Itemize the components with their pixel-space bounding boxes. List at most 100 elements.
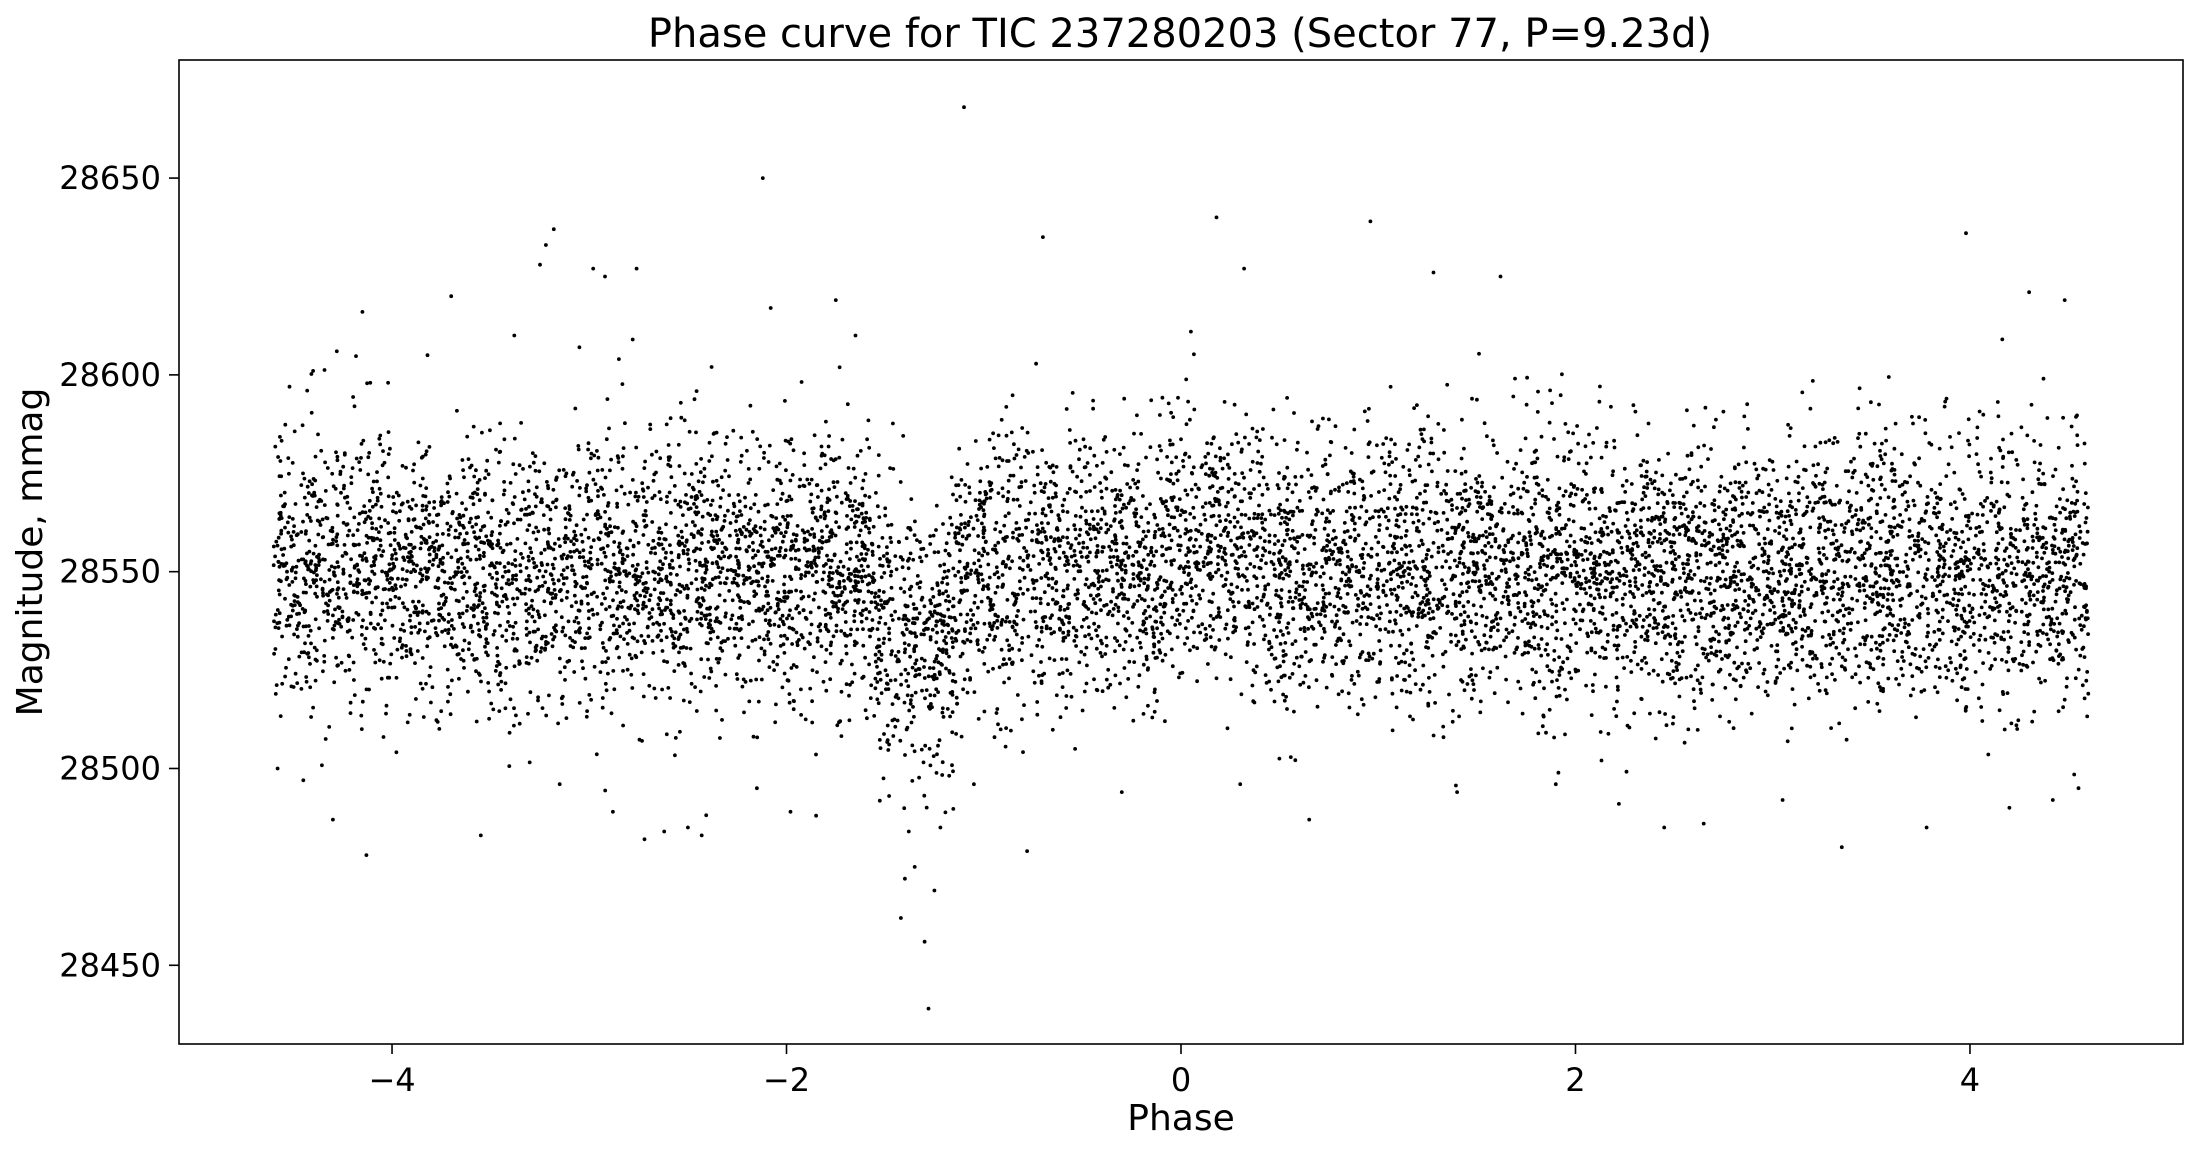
data-point — [1884, 438, 1888, 443]
data-point — [1048, 562, 1053, 566]
data-point — [1732, 465, 1737, 470]
data-point — [1678, 608, 1683, 613]
data-point — [1337, 485, 1341, 490]
data-point — [1025, 849, 1029, 853]
data-point — [1993, 596, 1997, 601]
data-point — [1121, 445, 1126, 450]
data-point — [1301, 579, 1306, 584]
data-point — [1956, 598, 1961, 603]
data-point — [486, 653, 490, 658]
data-point — [1536, 389, 1540, 394]
data-point — [976, 577, 981, 582]
data-point — [2022, 519, 2027, 523]
data-point — [1156, 470, 1160, 475]
data-point — [1778, 671, 1783, 675]
data-point — [1482, 563, 1486, 568]
data-point — [1287, 675, 1292, 680]
data-point — [1396, 584, 1401, 589]
data-point — [840, 607, 845, 611]
data-point — [638, 593, 643, 598]
data-point — [1208, 624, 1212, 628]
data-point — [728, 533, 732, 538]
data-point — [1954, 607, 1958, 612]
data-point — [2002, 505, 2007, 510]
data-point — [1425, 640, 1429, 644]
data-point — [603, 596, 607, 601]
data-point — [1046, 547, 1050, 552]
data-point — [496, 460, 501, 465]
data-point — [1721, 569, 1725, 574]
data-point — [279, 562, 284, 566]
data-point — [360, 588, 365, 593]
data-point — [1010, 393, 1015, 398]
data-point — [1655, 501, 1660, 506]
data-point — [911, 602, 916, 606]
data-point — [1614, 611, 1619, 615]
data-point — [1533, 497, 1538, 502]
data-point — [1714, 606, 1719, 611]
data-point — [647, 611, 652, 615]
data-point — [1953, 591, 1958, 596]
data-point — [1687, 467, 1692, 472]
data-point — [524, 661, 529, 665]
data-point — [1344, 481, 1349, 485]
data-point — [840, 590, 845, 594]
data-point — [692, 502, 696, 506]
data-point — [444, 596, 448, 600]
data-point — [1604, 444, 1609, 449]
data-point — [1307, 817, 1312, 822]
data-point — [1538, 561, 1542, 566]
data-point — [1683, 586, 1688, 590]
data-point — [533, 492, 537, 496]
data-point — [1917, 415, 1921, 420]
data-point — [965, 668, 970, 673]
data-point — [1689, 482, 1693, 487]
data-point — [2039, 482, 2044, 487]
data-point — [2045, 416, 2050, 420]
data-point — [1116, 605, 1121, 610]
data-point — [1198, 596, 1203, 601]
data-point — [1589, 522, 1594, 526]
data-point — [557, 589, 562, 594]
data-point — [2040, 545, 2045, 550]
data-point — [1338, 562, 1342, 567]
data-point — [495, 594, 499, 598]
data-point — [665, 494, 669, 499]
data-point — [1348, 643, 1353, 648]
data-point — [584, 486, 588, 491]
data-point — [473, 582, 477, 587]
data-point — [472, 589, 477, 594]
data-point — [1007, 676, 1011, 681]
data-point — [1474, 495, 1479, 499]
data-point — [1670, 493, 1675, 497]
data-point — [1395, 497, 1399, 502]
data-point — [1039, 660, 1043, 664]
data-point — [449, 636, 454, 640]
data-point — [832, 485, 837, 489]
data-point — [574, 538, 579, 543]
data-point — [768, 306, 773, 310]
data-point — [1140, 597, 1144, 601]
data-point — [1696, 625, 1701, 629]
data-point — [877, 738, 882, 742]
data-point — [977, 507, 981, 511]
data-point — [405, 720, 410, 725]
data-point — [383, 587, 387, 591]
data-point — [2026, 567, 2030, 572]
data-point — [1603, 595, 1607, 600]
data-point — [1128, 583, 1133, 587]
data-point — [1643, 494, 1648, 498]
data-point — [1101, 579, 1105, 584]
data-point — [775, 603, 780, 608]
data-point — [643, 459, 647, 464]
data-point — [614, 628, 619, 633]
data-point — [922, 658, 927, 663]
data-point — [1769, 566, 1774, 571]
data-point — [445, 551, 450, 556]
data-point — [971, 526, 976, 531]
data-point — [319, 448, 324, 453]
data-point — [668, 598, 673, 603]
data-point — [1252, 642, 1256, 646]
data-point — [694, 577, 698, 581]
